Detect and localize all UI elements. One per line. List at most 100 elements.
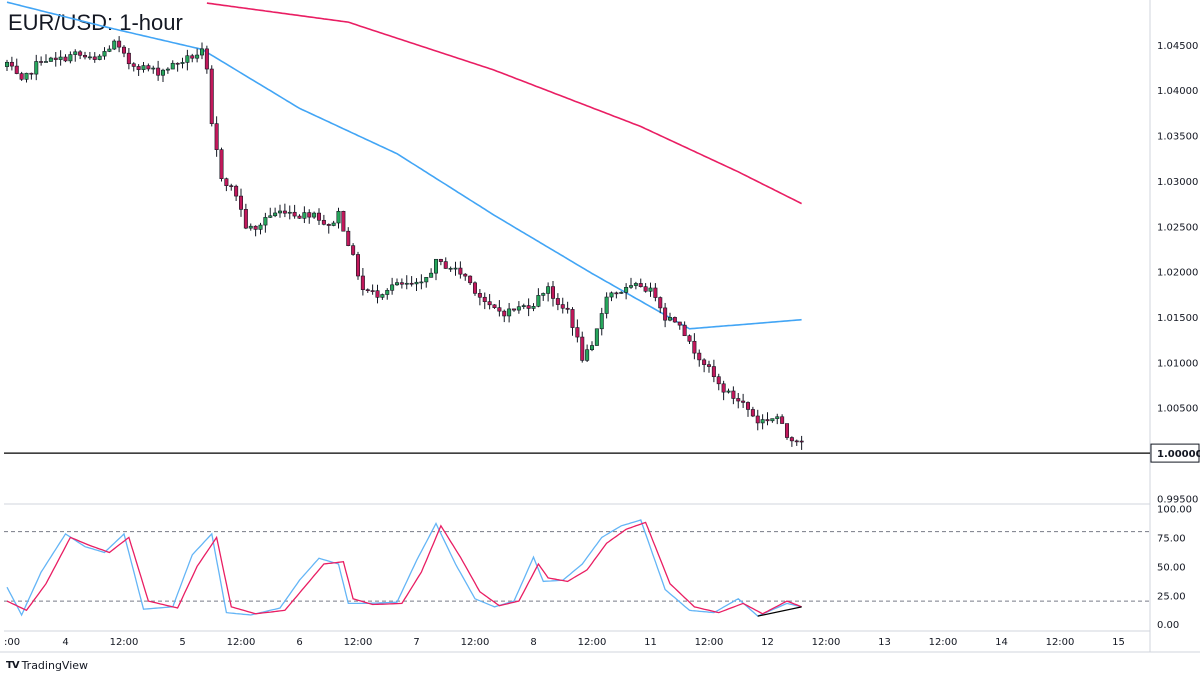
candle-body [697,352,702,361]
candle-body [239,195,244,210]
candle-body [570,309,575,328]
candle [799,435,804,450]
candle-body [609,292,614,298]
candle-body [97,55,102,60]
price-tick-label: 1.01000 [1157,358,1198,369]
candle [19,71,24,81]
candle-body [677,321,682,326]
candle-body [672,317,677,323]
candle [58,50,63,66]
candle-body [482,296,487,302]
time-tick-label: 12:00 [695,637,724,648]
stoch-d-line [6,521,802,615]
candle [780,414,785,424]
candle [180,57,185,69]
candle-body [702,359,707,365]
candle-body [190,55,195,59]
candle-body [526,305,531,309]
candle-body [58,56,63,60]
candle-body [24,72,29,80]
candle-body [287,211,292,214]
time-tick-label: 7 [413,637,419,648]
candle-body [472,282,477,294]
candle [477,289,482,306]
candle-body [78,51,83,56]
candle-body [502,310,507,317]
candle-body [141,65,146,70]
candle [141,62,146,73]
candlestick-series [5,36,804,450]
candle [575,319,580,343]
candle [287,205,292,220]
candle-body [550,286,555,299]
candle [258,222,263,235]
candle [117,36,122,53]
moving-averages [6,1,802,330]
candle [409,276,414,287]
time-tick-label: 12:00 [461,637,490,648]
candle [541,292,546,301]
candle [321,214,326,226]
candle [443,257,448,269]
candle [214,116,219,157]
candle-body [209,68,214,124]
candle [628,277,633,289]
candle-body [692,340,697,354]
candle-body [731,390,736,399]
candle-body [390,284,395,291]
candle [521,303,526,310]
candle [633,281,638,290]
candle [599,307,604,336]
candle-body [161,69,166,76]
candle-body [687,335,692,342]
candle [78,50,83,60]
candle [165,67,170,74]
candle-body [409,282,414,285]
candle-body [487,301,492,306]
candle-body [73,51,78,55]
candle-body [53,57,58,60]
candle [453,261,458,276]
candle [741,393,746,408]
candle-body [448,267,453,270]
candle-body [438,258,443,262]
candle-body [19,73,24,80]
candle-body [263,217,268,226]
candle [195,48,200,63]
candle-body [745,402,750,410]
oscillator-tick-label: 75.00 [1157,533,1186,544]
candle-body [565,307,570,310]
stochastic-oscillator [4,519,1150,617]
candle-body [560,304,565,309]
candle-body [589,345,594,351]
tradingview-brand[interactable]: TV TradingView [6,659,88,672]
candle-body [234,185,239,197]
candle [136,64,141,76]
candle-body [433,258,438,274]
candle-body [784,423,789,438]
candle [770,418,775,423]
candle-body [750,409,755,417]
candle [370,284,375,295]
candle-body [380,294,385,298]
candle [658,296,663,314]
candle-body [355,254,360,277]
candle [63,54,68,63]
candle-body [170,62,175,70]
candle-body [477,293,482,298]
candle-body [195,54,200,59]
candle [73,49,78,62]
candle [731,386,736,405]
candle-body [258,224,263,230]
candle [507,302,512,323]
time-tick-label: :00 [4,637,20,648]
candle-body [48,57,53,62]
candle [34,54,39,81]
candle-body [404,282,409,285]
candle-body [628,285,633,288]
candle [43,54,48,63]
candle-body [9,61,14,67]
candle [380,293,385,300]
candle [229,183,234,191]
